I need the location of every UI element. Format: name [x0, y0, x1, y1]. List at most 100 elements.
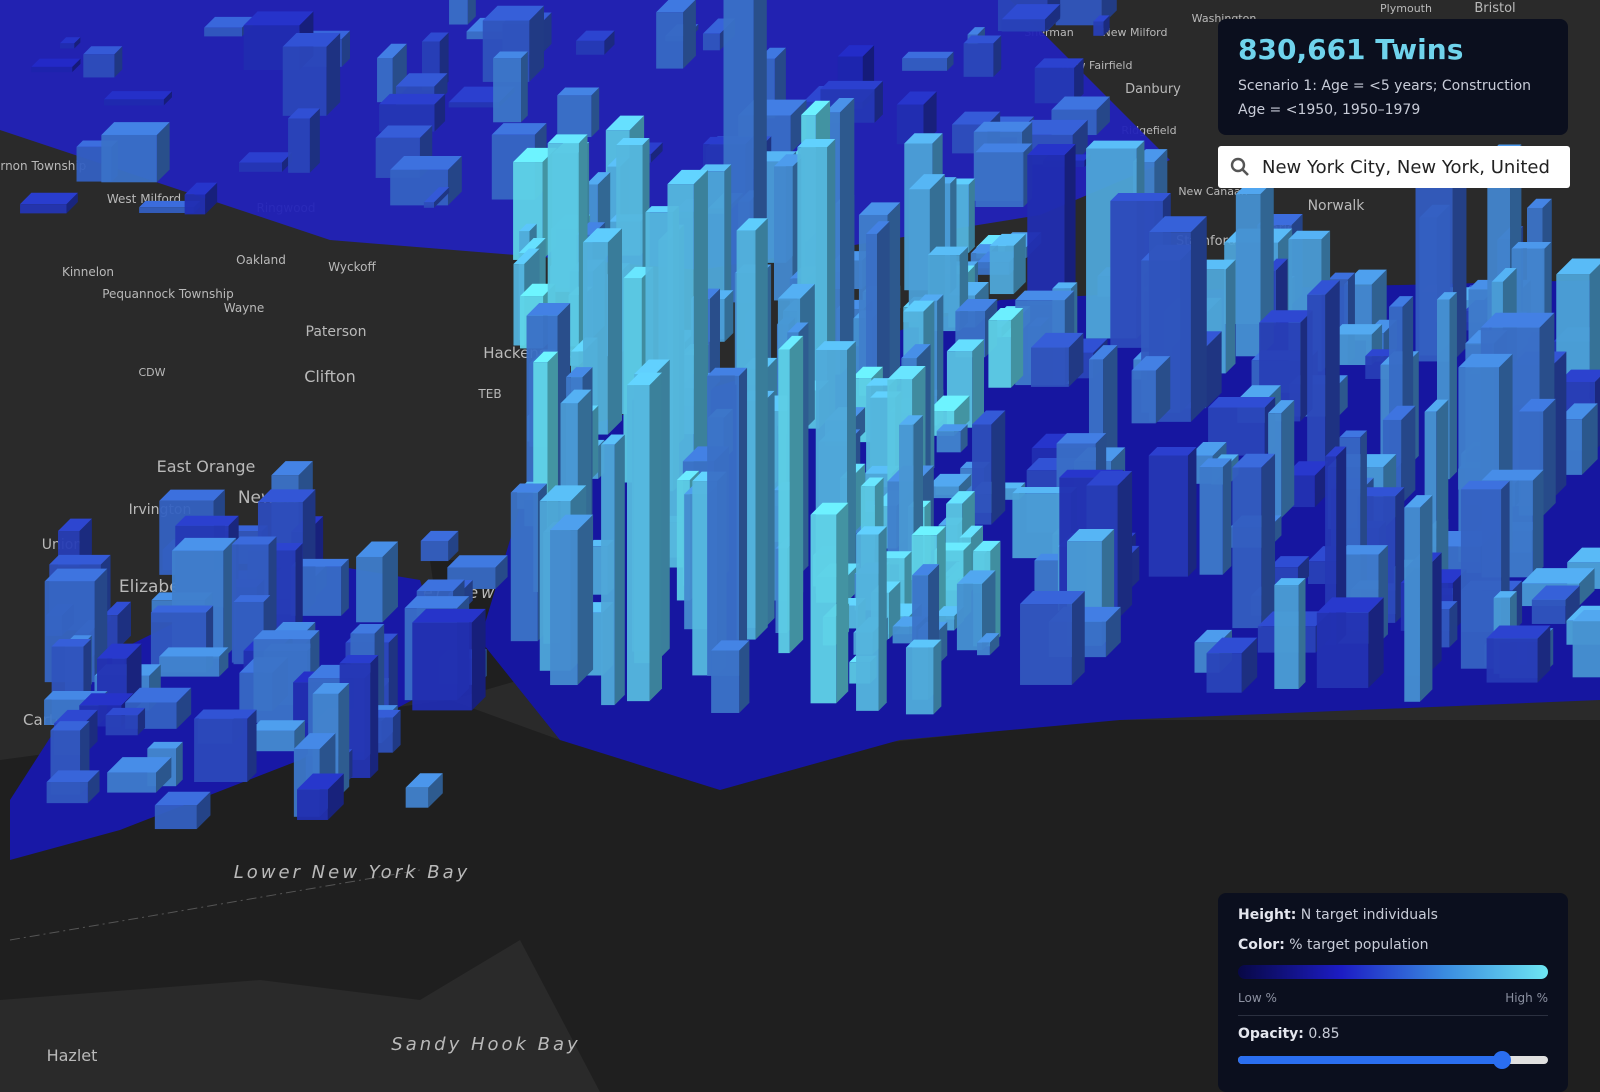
search-box[interactable]: New York City, New York, United [1218, 146, 1570, 188]
building-front [963, 43, 994, 77]
building-front [1206, 653, 1242, 693]
building-side [1532, 469, 1544, 578]
place-label: Wyckoff [328, 260, 376, 274]
building-side [933, 639, 942, 715]
building-side [1401, 405, 1416, 505]
building-top [58, 518, 92, 532]
building-top [576, 30, 615, 41]
building-front [1572, 621, 1600, 678]
building-top [778, 335, 804, 350]
building-top [946, 339, 985, 352]
building-side [1155, 356, 1171, 424]
building-front [31, 66, 73, 73]
building-top [171, 537, 237, 551]
building-top [1031, 332, 1084, 348]
building-front [778, 349, 790, 654]
building-top [955, 298, 998, 312]
search-text[interactable]: New York City, New York, United [1262, 156, 1550, 178]
building-top [566, 367, 593, 378]
building-top [918, 294, 944, 301]
building-front [1027, 155, 1065, 306]
legend: Height: N target individuals Color: % ta… [1218, 893, 1568, 1092]
building-top [1274, 578, 1306, 586]
building-side [1103, 345, 1118, 462]
building-side [614, 434, 625, 706]
building-top [518, 238, 546, 253]
building-top [194, 709, 257, 719]
building-top [1015, 290, 1075, 301]
building-top [582, 228, 623, 243]
building-front [83, 54, 115, 78]
building-top [533, 351, 558, 363]
building-side [724, 290, 734, 342]
building-front [905, 647, 934, 715]
building-front [892, 626, 917, 644]
building-top [973, 540, 1001, 552]
building-top [905, 639, 942, 648]
color-row: Color: % target population [1238, 937, 1548, 953]
building-side [163, 91, 172, 106]
building-front [997, 488, 1020, 500]
building-front [1316, 612, 1369, 689]
building-side [1565, 585, 1580, 624]
building-side [650, 142, 663, 163]
building-top [159, 647, 229, 657]
building-top [899, 415, 924, 425]
building-top [249, 720, 305, 731]
building-top [824, 98, 855, 113]
building-top [879, 551, 912, 559]
building-top [1194, 629, 1232, 643]
place-label: TEB [477, 387, 501, 401]
building-side [755, 218, 768, 640]
building-top [101, 122, 170, 135]
building-side [847, 341, 856, 594]
building-side [156, 122, 170, 183]
place-label: Paterson [306, 324, 367, 340]
building-front [184, 194, 206, 215]
building-top [293, 733, 336, 749]
building-front [297, 789, 328, 820]
building-top [50, 721, 90, 731]
building-top [787, 322, 809, 333]
building-front [249, 730, 295, 752]
building-top [404, 596, 470, 609]
building-front [1235, 194, 1261, 357]
building-side [117, 601, 131, 650]
building-top [1067, 528, 1115, 542]
building-front [1148, 455, 1188, 577]
building-top [31, 58, 81, 67]
building-top [1556, 258, 1600, 275]
building-top [233, 595, 271, 602]
building-front [1001, 19, 1045, 32]
building-side [981, 570, 996, 651]
place-label: Bristol [1474, 1, 1515, 16]
place-label: Sandy Hook Bay [391, 1034, 580, 1055]
building-front [656, 12, 684, 69]
building-side [72, 58, 81, 73]
building-top [1511, 242, 1552, 249]
building-top [375, 125, 433, 138]
building-front [557, 95, 592, 138]
building-top [912, 564, 940, 576]
building-top [707, 367, 748, 376]
building-front [773, 166, 793, 301]
building-top [667, 169, 708, 185]
building-side [604, 30, 615, 55]
building-top [491, 123, 547, 135]
building-top [51, 639, 92, 647]
building-top [927, 246, 969, 256]
building-top [1531, 585, 1580, 600]
building-side [993, 35, 1002, 77]
building-side [529, 5, 544, 82]
building-top [1572, 609, 1600, 622]
height-label: Height: [1238, 907, 1297, 923]
building-top [1052, 282, 1078, 289]
building-front [423, 202, 435, 208]
building-side [1298, 578, 1306, 689]
building-front [702, 33, 720, 51]
slider-knob[interactable] [1492, 1051, 1511, 1069]
building-top [936, 424, 968, 432]
opacity-label: Opacity: [1238, 1026, 1304, 1042]
building-top [159, 489, 225, 501]
opacity-slider[interactable] [1238, 1051, 1548, 1069]
